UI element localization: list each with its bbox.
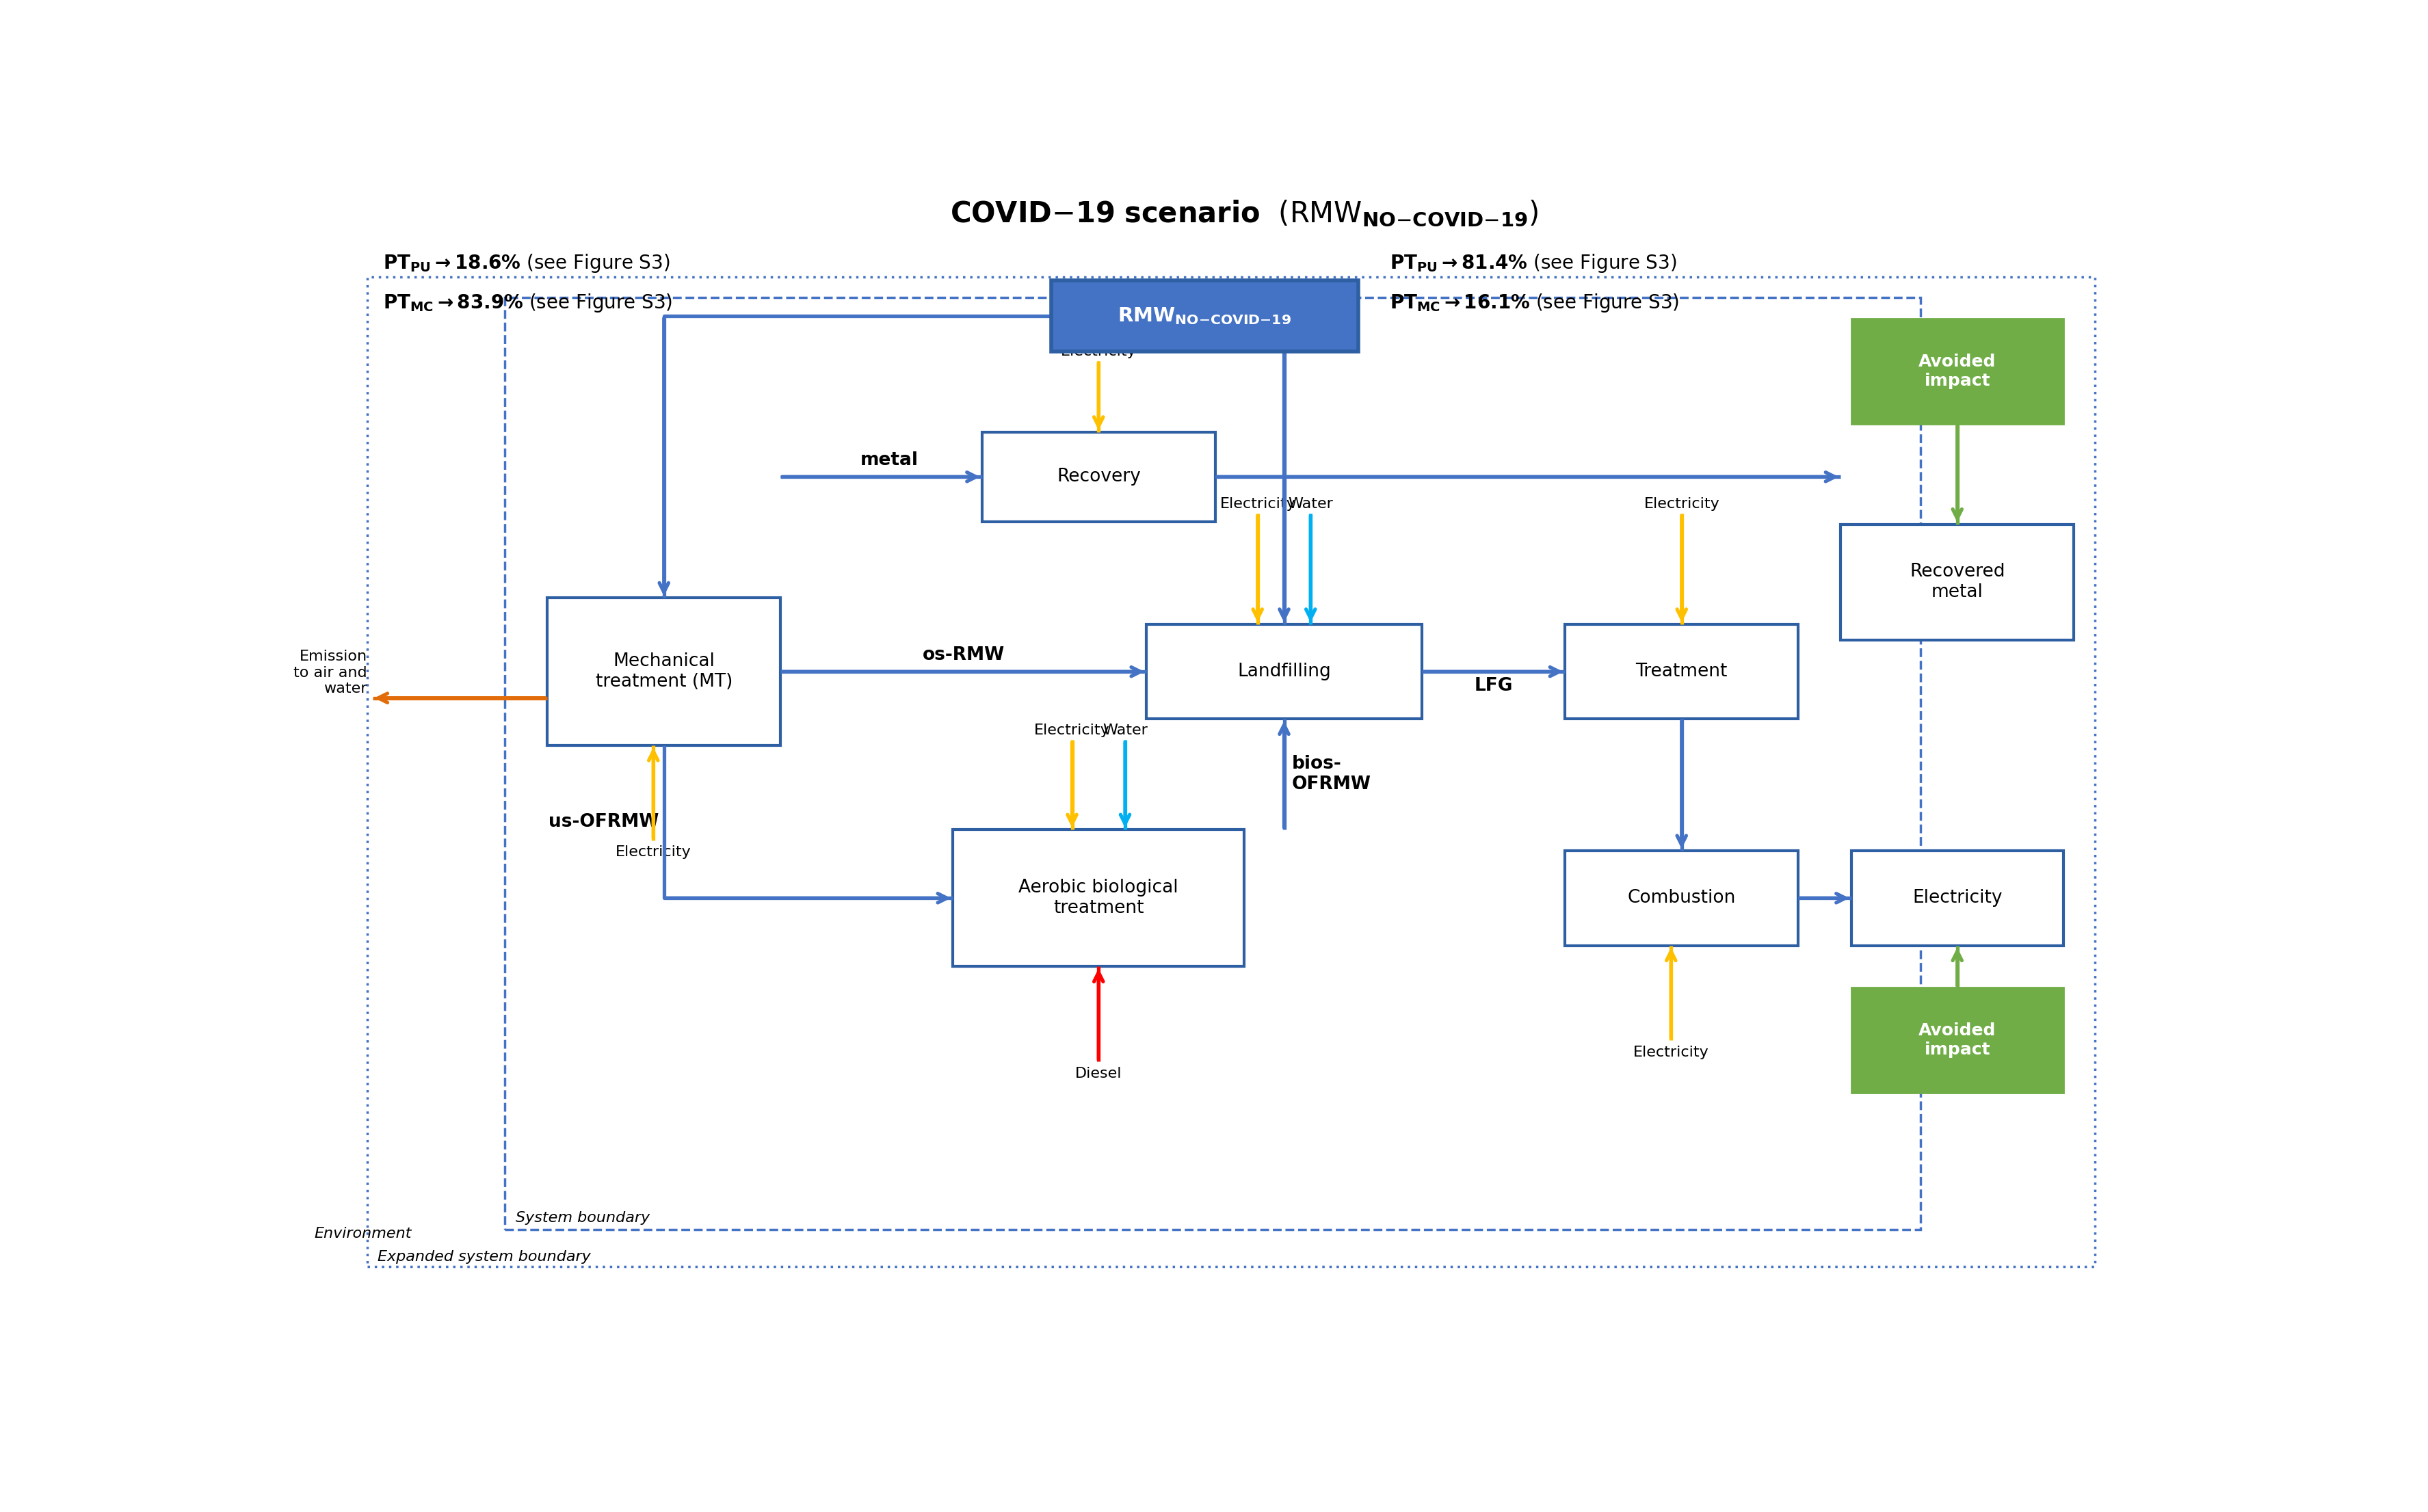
Text: $\mathbf{PT_{MC} \rightarrow 16.1\%}$ (see Figure S3): $\mathbf{PT_{MC} \rightarrow 16.1\%}$ (s…	[1391, 292, 1680, 314]
Text: Water: Water	[1289, 497, 1333, 511]
Text: $\mathbf{RMW}_{\mathbf{NO\mathsf{-}COVID\mathsf{-}19}}$: $\mathbf{RMW}_{\mathbf{NO\mathsf{-}COVID…	[1117, 305, 1292, 327]
Text: $\mathbf{PT_{PU} \rightarrow 18.6\%}$ (see Figure S3): $\mathbf{PT_{PU} \rightarrow 18.6\%}$ (s…	[384, 253, 670, 275]
FancyBboxPatch shape	[981, 432, 1214, 522]
Text: Electricity: Electricity	[614, 845, 692, 859]
Text: $\mathbf{COVID\mathsf{-}19\ scenario}$  (RMW$_\mathbf{NO\mathsf{-}COVID\mathsf{-: $\mathbf{COVID\mathsf{-}19\ scenario}$ (…	[949, 198, 1539, 228]
Text: us-OFRMW: us-OFRMW	[549, 813, 658, 830]
Text: Expanded system boundary: Expanded system boundary	[379, 1250, 590, 1264]
FancyBboxPatch shape	[1146, 624, 1423, 720]
Text: $\mathbf{PT_{MC} \rightarrow 83.9\%}$ (see Figure S3): $\mathbf{PT_{MC} \rightarrow 83.9\%}$ (s…	[384, 292, 673, 314]
Text: bios-
OFRMW: bios- OFRMW	[1292, 754, 1372, 794]
Text: Treatment: Treatment	[1636, 662, 1729, 680]
FancyBboxPatch shape	[1850, 319, 2064, 425]
Text: LFG: LFG	[1474, 677, 1513, 694]
FancyBboxPatch shape	[1850, 987, 2064, 1093]
Text: metal: metal	[860, 451, 918, 469]
Text: Recovered
metal: Recovered metal	[1908, 562, 2006, 602]
FancyBboxPatch shape	[1566, 624, 1799, 720]
FancyBboxPatch shape	[546, 597, 779, 745]
Text: os-RMW: os-RMW	[923, 646, 1005, 664]
Text: Electricity: Electricity	[1644, 497, 1719, 511]
Text: Aerobic biological
treatment: Aerobic biological treatment	[1020, 878, 1178, 918]
Text: Environment: Environment	[313, 1226, 413, 1240]
Text: System boundary: System boundary	[515, 1211, 651, 1225]
FancyBboxPatch shape	[1566, 851, 1799, 945]
Text: Recovery: Recovery	[1056, 467, 1141, 485]
Text: Combustion: Combustion	[1627, 889, 1736, 907]
Text: Electricity: Electricity	[1034, 724, 1110, 738]
Text: $\mathbf{PT_{PU} \rightarrow 81.4\%}$ (see Figure S3): $\mathbf{PT_{PU} \rightarrow 81.4\%}$ (s…	[1391, 253, 1678, 275]
FancyBboxPatch shape	[1840, 525, 2074, 640]
Text: Diesel: Diesel	[1076, 1066, 1122, 1080]
Text: Electricity: Electricity	[1634, 1045, 1709, 1060]
Text: Electricity: Electricity	[1913, 889, 2003, 907]
Text: Electricity: Electricity	[1219, 497, 1297, 511]
FancyBboxPatch shape	[952, 830, 1246, 966]
Text: Water: Water	[1102, 724, 1148, 738]
Text: Emission
to air and
water: Emission to air and water	[294, 650, 367, 696]
Text: Avoided
impact: Avoided impact	[1918, 354, 1996, 389]
FancyBboxPatch shape	[1850, 851, 2064, 945]
Text: Landfilling: Landfilling	[1238, 662, 1331, 680]
Text: Mechanical
treatment (MT): Mechanical treatment (MT)	[595, 653, 733, 691]
Text: Electricity: Electricity	[1061, 345, 1136, 358]
Text: Avoided
impact: Avoided impact	[1918, 1022, 1996, 1058]
FancyBboxPatch shape	[1051, 281, 1357, 352]
